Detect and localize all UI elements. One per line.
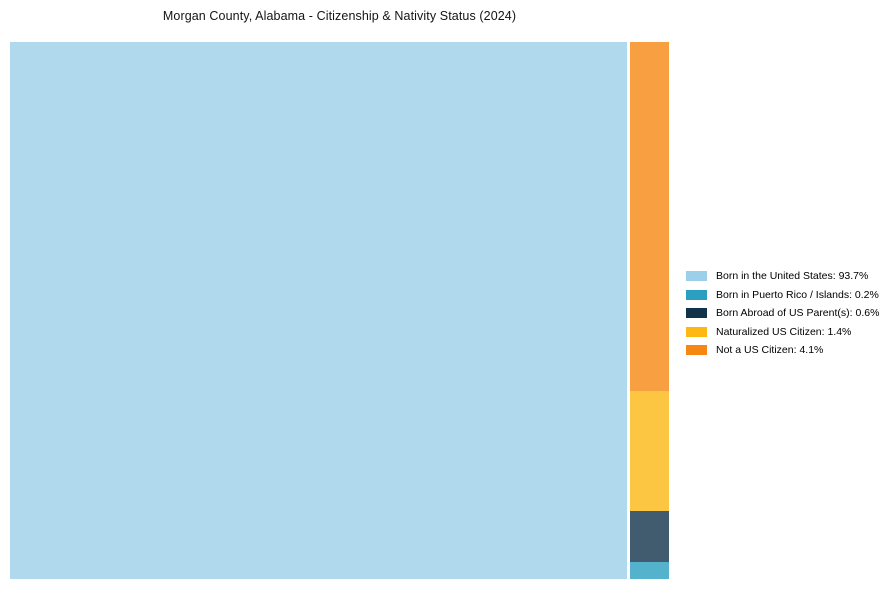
legend-swatch-not-a-us-citizen [686,345,707,356]
legend-item-not-a-us-citizen: Not a US Citizen: 4.1% [686,341,879,360]
legend-item-naturalized-us-citizen: Naturalized US Citizen: 1.4% [686,323,879,342]
legend-swatch-naturalized-us-citizen [686,326,707,337]
treemap-segment-born-in-puerto-rico-islands [630,561,669,579]
treemap-segment-born-abroad-of-us-parent-s [630,510,669,562]
chart-title: Morgan County, Alabama - Citizenship & N… [162,9,517,23]
legend-swatch-born-in-the-united-states [686,271,707,282]
legend-label-born-abroad-of-us-parent-s: Born Abroad of US Parent(s): 0.6% [716,307,880,320]
treemap-minor-column [627,42,669,579]
legend-item-born-in-puerto-rico-islands: Born in Puerto Rico / Islands: 0.2% [686,286,879,305]
legend-label-naturalized-us-citizen: Naturalized US Citizen: 1.4% [716,325,852,338]
treemap-segment-not-a-us-citizen [630,42,669,392]
legend-swatch-born-in-puerto-rico-islands [686,289,707,300]
legend-item-born-abroad-of-us-parent-s: Born Abroad of US Parent(s): 0.6% [686,304,879,323]
legend-item-born-in-the-united-states: Born in the United States: 93.7% [686,267,879,286]
treemap-segment-born-in-the-united-states [10,42,628,579]
legend: Born in the United States: 93.7% Born in … [686,267,879,360]
legend-swatch-born-abroad-of-us-parent-s [686,308,707,319]
treemap-segment-naturalized-us-citizen [630,391,669,511]
treemap-plot-area [10,42,669,579]
legend-label-not-a-us-citizen: Not a US Citizen: 4.1% [716,344,824,357]
legend-label-born-in-puerto-rico-islands: Born in Puerto Rico / Islands: 0.2% [716,288,879,301]
legend-label-born-in-the-united-states: Born in the United States: 93.7% [716,270,869,283]
